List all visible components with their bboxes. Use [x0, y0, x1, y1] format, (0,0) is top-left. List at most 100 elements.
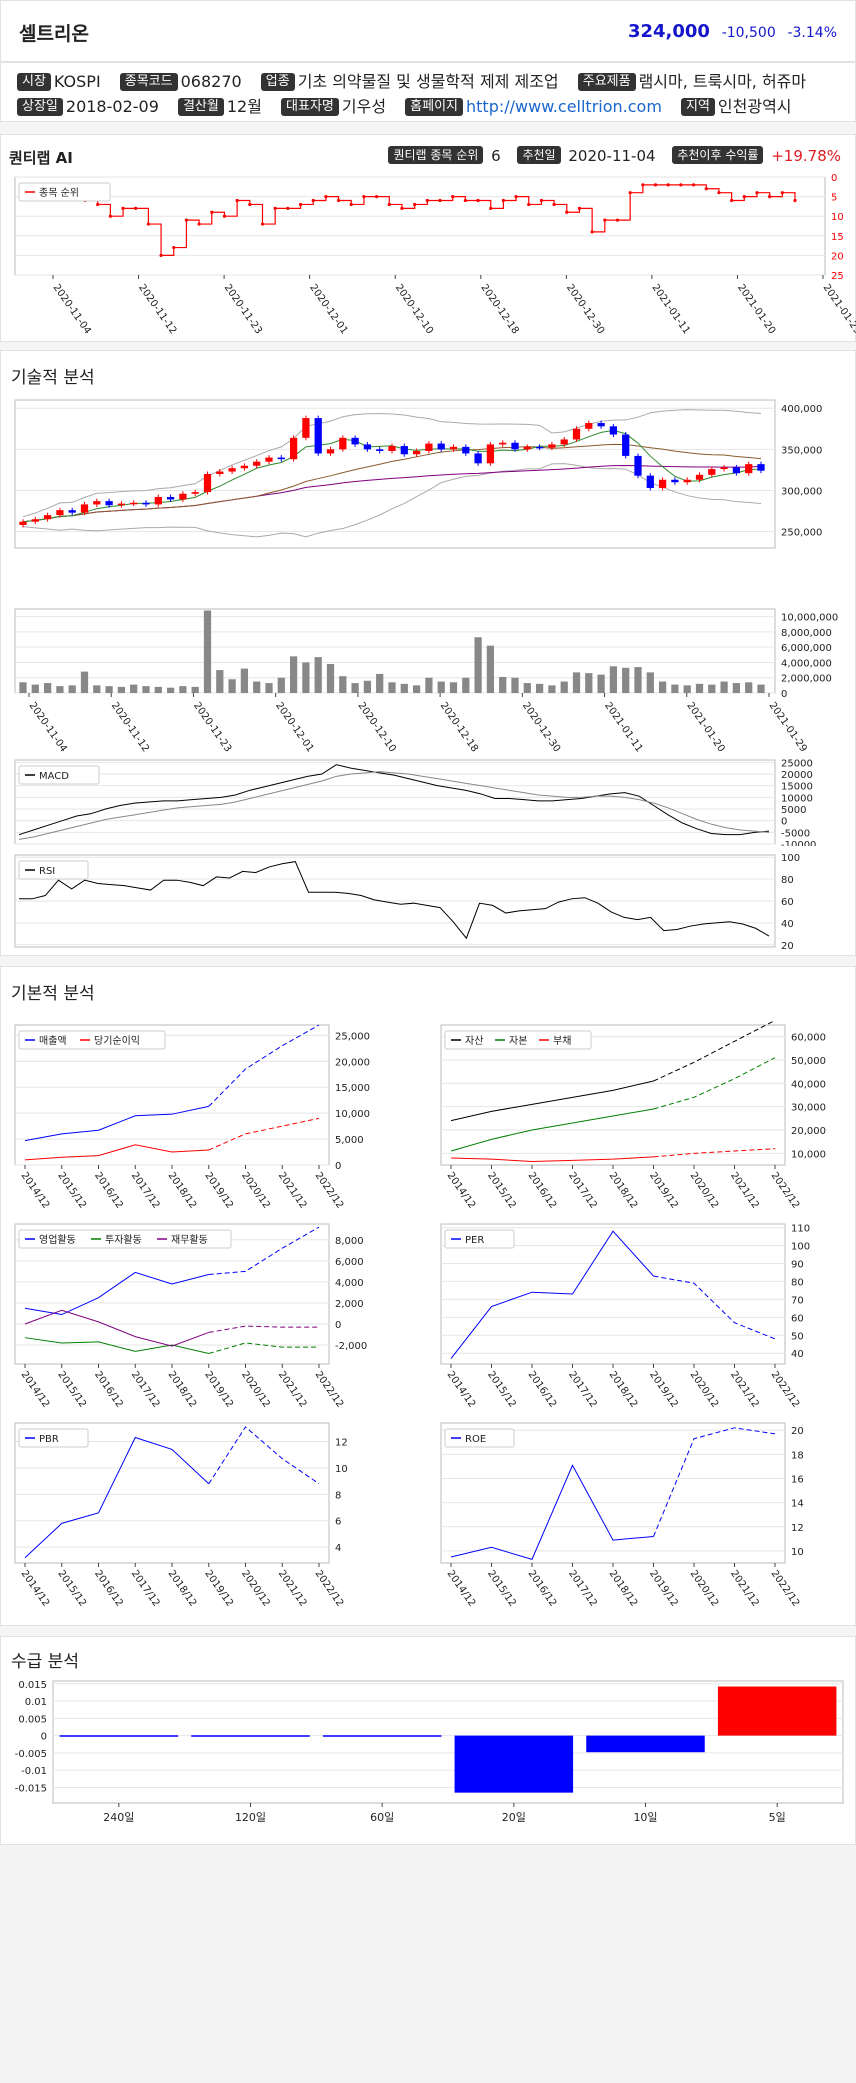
- rank-point: [730, 198, 734, 203]
- candle-body: [376, 449, 384, 451]
- candle-body: [339, 437, 347, 450]
- y-tick-label: -0.005: [15, 1749, 47, 1760]
- rank-point: [210, 210, 214, 214]
- volume-bar: [166, 687, 175, 693]
- x-tick-label: 2022/12: [313, 1369, 346, 1409]
- candle-body: [142, 502, 150, 505]
- info-label-homepage: 홈페이지: [405, 98, 463, 116]
- cashflow-chart: -2,000 0 2,000 4,000 6,000 8,000 영업활동 투자활동 재무활동 2…: [14, 1223, 367, 1410]
- y-tick-label: 20: [831, 251, 844, 262]
- y-tick-label: 10: [831, 212, 844, 223]
- x-tick-label: 2015/12: [485, 1568, 518, 1608]
- volume-bar: [302, 662, 310, 693]
- y-tick-label: 4: [335, 1543, 341, 1554]
- x-tick-label: 2021-01-29: [821, 282, 856, 336]
- x-tick-label: 2020-12-30: [564, 282, 606, 336]
- legend-label: ROE: [465, 1434, 486, 1445]
- candle-body: [326, 449, 335, 454]
- legend-label: 재무활동: [171, 1233, 208, 1246]
- candle-body: [658, 479, 667, 488]
- x-tick-label: 2020-12-18: [438, 700, 480, 753]
- rank-point: [298, 202, 303, 207]
- volume-bar: [388, 682, 396, 693]
- y-tick-label: 40: [791, 1349, 804, 1360]
- candle-body: [253, 461, 261, 466]
- info-label-products: 주요제품: [577, 73, 636, 91]
- info-value-code: 068270: [180, 72, 242, 91]
- price-change-pct: -3.14%: [787, 25, 837, 41]
- candle-body: [93, 501, 101, 505]
- rank-point: [413, 202, 417, 207]
- y-tick-label: 10,000,000: [781, 613, 838, 624]
- legend-label: PER: [465, 1235, 484, 1246]
- y-tick-label: 60: [781, 897, 794, 908]
- x-tick-label: 120일: [235, 1810, 266, 1824]
- candle-body: [523, 446, 531, 450]
- rank-point: [134, 206, 138, 210]
- rank-point: [489, 206, 493, 210]
- info-label-industry: 업종: [260, 73, 295, 91]
- candle-body: [166, 497, 175, 500]
- series-line-actual: [24, 1436, 210, 1559]
- y-tick-label: -10000: [781, 840, 816, 846]
- x-tick-label: 2015/12: [485, 1170, 518, 1210]
- homepage-link[interactable]: http://www.celltrion.com: [466, 97, 662, 116]
- rank-point: [184, 218, 189, 222]
- series-line-forecast: [653, 1057, 776, 1110]
- y-tick-label: 70: [791, 1295, 804, 1306]
- candle-body: [622, 434, 630, 456]
- signal-line: [18, 771, 770, 840]
- rank-point: [172, 245, 176, 250]
- candle-body: [56, 510, 64, 516]
- volume-bar: [683, 685, 691, 693]
- price-change: -10,500: [721, 25, 776, 41]
- y-tick-label: 10,000: [791, 1149, 826, 1160]
- x-tick-label: 2020/12: [239, 1170, 272, 1210]
- y-tick-label: 5,000: [335, 1135, 364, 1146]
- x-tick-label: 2014/12: [19, 1170, 52, 1210]
- y-tick-label: 0: [831, 173, 837, 184]
- info-value-industry: 기초 의약물질 및 생물학적 제제 제조업: [297, 72, 559, 91]
- candle-body: [745, 464, 753, 474]
- volume-bar: [191, 686, 199, 693]
- legend-label: 매출액: [39, 1035, 67, 1047]
- y-tick-label: 0.005: [18, 1714, 47, 1725]
- candle-body: [486, 444, 495, 464]
- legend-label: MACD: [39, 771, 69, 782]
- info-value-fiscal: 12월: [226, 97, 262, 116]
- rank-point: [793, 198, 797, 203]
- x-tick-label: 2021-01-20: [684, 700, 726, 753]
- x-tick-label: 2014/12: [445, 1369, 478, 1409]
- rsi-line: [19, 861, 770, 940]
- info-value-listed: 2018-02-09: [65, 97, 159, 116]
- legend-box: [18, 1428, 89, 1448]
- volume-bar: [105, 686, 113, 693]
- y-tick-label: 80: [791, 1277, 804, 1288]
- candle-body: [708, 469, 716, 475]
- price-block: 324,000 -10,500 -3.14%: [628, 21, 837, 42]
- candle-body: [265, 457, 273, 462]
- y-tick-label: 5: [831, 193, 837, 204]
- rank-chart: 0 5 10 15 20 25 종목 순위 2020-11-04 2020-11-12 2020-…: [14, 173, 856, 336]
- x-tick-label: 2020-11-04: [51, 282, 93, 336]
- y-tick-label: -2,000: [335, 1341, 367, 1352]
- x-tick-label: 2017/12: [129, 1369, 162, 1409]
- x-tick-label: 2018/12: [607, 1369, 640, 1409]
- rank-point: [451, 195, 455, 199]
- y-tick-label: 15: [831, 232, 844, 243]
- rank-point: [514, 195, 518, 199]
- candle-body: [351, 437, 359, 445]
- supply-bar: [191, 1735, 310, 1737]
- rank-point: [96, 202, 100, 207]
- volume-bar: [117, 686, 126, 693]
- candle-body: [68, 510, 76, 513]
- volume-bar: [56, 686, 64, 693]
- y-tick-label: 12: [791, 1523, 804, 1534]
- y-tick-label: 100: [791, 1242, 810, 1253]
- rank-point: [755, 191, 759, 195]
- series-line-forecast: [208, 1226, 320, 1276]
- candle-body: [216, 471, 224, 474]
- x-tick-label: 2020-12-30: [520, 700, 562, 753]
- y-tick-label: 5000: [781, 805, 806, 816]
